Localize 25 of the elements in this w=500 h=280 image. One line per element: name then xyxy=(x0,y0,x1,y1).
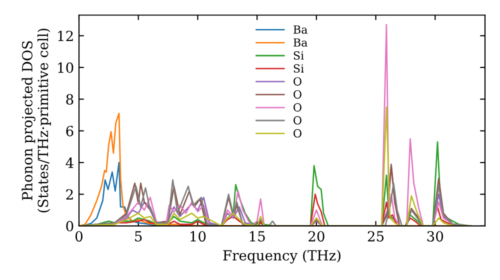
y-axis-title: Phonon projected DOS (States/THz·primitive cell) xyxy=(22,28,51,212)
x-tick-label: 10 xyxy=(190,231,206,242)
x-tick-label: 0 xyxy=(75,231,82,242)
legend-label: O xyxy=(294,90,302,99)
y-tick-label: 4 xyxy=(66,158,74,168)
x-tick-label: 5 xyxy=(135,231,142,242)
x-tick-label: 30 xyxy=(427,231,444,242)
legend-label: Si xyxy=(294,64,304,73)
x-tick-label: 25 xyxy=(368,231,384,242)
x-tick-label: 20 xyxy=(308,231,324,242)
y-tick-label: 10 xyxy=(58,62,74,73)
legend-label: O xyxy=(294,103,302,112)
y-tick-label: 0 xyxy=(66,220,74,232)
legend-label: O xyxy=(294,77,302,86)
y-tick-label: 6 xyxy=(66,126,74,136)
legend-label: O xyxy=(294,129,302,138)
x-tick-label: 15 xyxy=(250,231,265,242)
x-axis-title: Frequency (THz) xyxy=(223,250,340,264)
y-tick-label: 8 xyxy=(66,94,74,105)
legend-label: Ba xyxy=(294,25,308,34)
legend-label: Si xyxy=(294,51,304,60)
legend-label: O xyxy=(294,116,302,125)
legend-label: Ba xyxy=(294,38,308,47)
y-tick-label: 12 xyxy=(58,30,73,42)
y-tick-label: 2 xyxy=(66,189,73,200)
